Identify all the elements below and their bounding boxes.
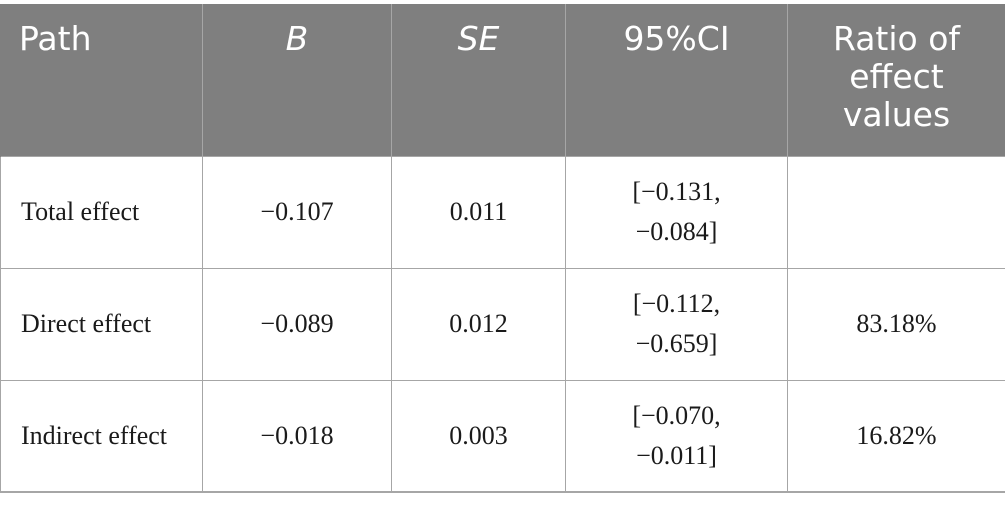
cell-ratio xyxy=(787,155,1005,269)
cell-path: Direct effect xyxy=(0,267,203,381)
header-b: B xyxy=(202,4,392,156)
cell-ci: [−0.131, −0.084] xyxy=(565,155,788,269)
table-row-direct-effect: Direct effect −0.089 0.012 [−0.112, −0.6… xyxy=(0,267,1005,381)
cell-b: −0.089 xyxy=(202,267,392,381)
header-row: Path B SE 95%CI Ratio of effect values xyxy=(0,4,1005,156)
cell-se: 0.012 xyxy=(391,267,566,381)
ci-upper: −0.011] xyxy=(636,440,717,470)
cell-path: Indirect effect xyxy=(0,379,203,493)
ci-lower: [−0.131, xyxy=(632,177,721,206)
ci-lower: [−0.070, xyxy=(632,400,721,430)
table-row-indirect-effect: Indirect effect −0.018 0.003 [−0.070, −0… xyxy=(0,379,1005,493)
cell-ratio: 83.18% xyxy=(787,267,1005,381)
table-row-total-effect: Total effect −0.107 0.011 [−0.131, −0.08… xyxy=(0,155,1005,269)
cell-ci: [−0.070, −0.011] xyxy=(565,379,788,493)
cell-se: 0.011 xyxy=(391,155,566,269)
cell-b: −0.107 xyxy=(202,155,392,269)
cell-b: −0.018 xyxy=(202,379,392,493)
cell-ratio: 16.82% xyxy=(787,379,1005,493)
cell-se: 0.003 xyxy=(391,379,566,493)
header-ci: 95%CI xyxy=(565,4,788,156)
ci-upper: −0.084] xyxy=(635,217,718,246)
ci-lower: [−0.112, xyxy=(632,289,721,318)
ci-upper: −0.659] xyxy=(635,329,718,358)
mediation-effects-table: Path B SE 95%CI Ratio of effect values T… xyxy=(0,4,1005,493)
header-ratio: Ratio of effect values xyxy=(787,4,1005,156)
cell-ci: [−0.112, −0.659] xyxy=(565,267,788,381)
header-path: Path xyxy=(0,4,203,156)
header-se: SE xyxy=(391,4,566,156)
cell-path: Total effect xyxy=(0,155,203,269)
